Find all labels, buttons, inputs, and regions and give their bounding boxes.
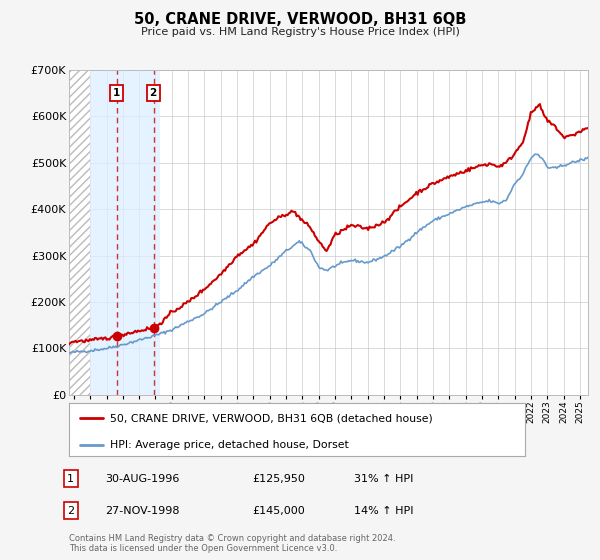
Text: 2: 2 [149,88,157,98]
Text: 1: 1 [113,88,120,98]
Text: 2: 2 [67,506,74,516]
Bar [90,70,160,395]
Text: Price paid vs. HM Land Registry's House Price Index (HPI): Price paid vs. HM Land Registry's House … [140,27,460,38]
Text: Contains HM Land Registry data © Crown copyright and database right 2024.: Contains HM Land Registry data © Crown c… [69,534,395,543]
Text: 31% ↑ HPI: 31% ↑ HPI [354,474,413,484]
Text: This data is licensed under the Open Government Licence v3.0.: This data is licensed under the Open Gov… [69,544,337,553]
Bar [69,70,90,395]
Text: £125,950: £125,950 [252,474,305,484]
Text: 30-AUG-1996: 30-AUG-1996 [105,474,179,484]
Text: 14% ↑ HPI: 14% ↑ HPI [354,506,413,516]
Text: 50, CRANE DRIVE, VERWOOD, BH31 6QB: 50, CRANE DRIVE, VERWOOD, BH31 6QB [134,12,466,27]
Text: 1: 1 [67,474,74,484]
Text: 27-NOV-1998: 27-NOV-1998 [105,506,179,516]
Text: £145,000: £145,000 [252,506,305,516]
Text: 50, CRANE DRIVE, VERWOOD, BH31 6QB (detached house): 50, CRANE DRIVE, VERWOOD, BH31 6QB (deta… [110,413,433,423]
Text: HPI: Average price, detached house, Dorset: HPI: Average price, detached house, Dors… [110,440,349,450]
